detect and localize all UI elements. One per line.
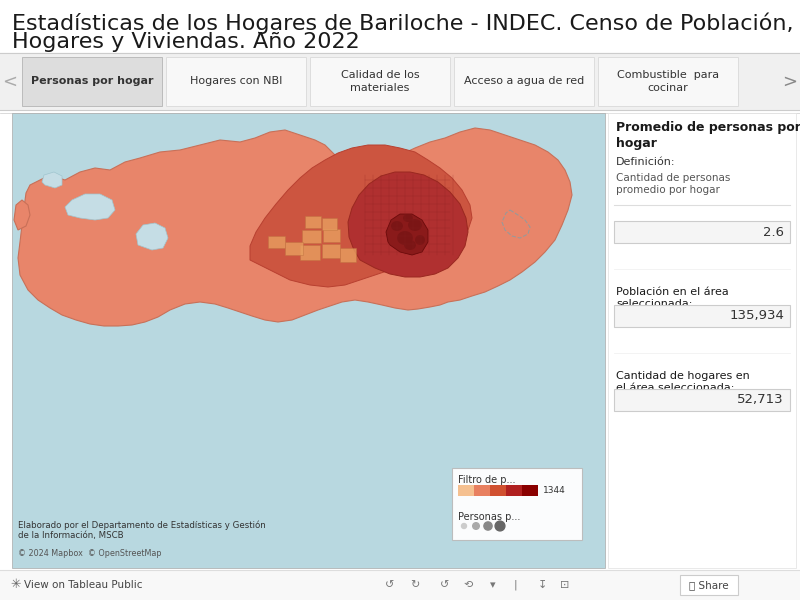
Polygon shape [502,210,530,238]
Ellipse shape [391,221,403,231]
Polygon shape [348,172,468,277]
Ellipse shape [397,231,413,245]
Polygon shape [250,145,472,287]
Bar [474,485,490,496]
Text: <: < [2,73,18,91]
Circle shape [484,522,492,530]
Text: © 2024 Mapbox  © OpenStreetMap: © 2024 Mapbox © OpenStreetMap [18,549,162,558]
Bar [458,485,474,496]
Text: 1344: 1344 [543,486,566,495]
Polygon shape [65,194,115,220]
Text: Acceso a agua de red: Acceso a agua de red [464,76,584,86]
Bar [598,57,738,106]
Bar [454,57,594,106]
Text: Elaborado por el Departamento de Estadísticas y Gestión
de la Información, MSCB: Elaborado por el Departamento de Estadís… [18,520,266,540]
Text: Promedio de personas por
hogar: Promedio de personas por hogar [616,121,800,150]
Text: ⊡: ⊡ [560,580,570,590]
Bar [522,485,538,496]
Text: Personas por hogar: Personas por hogar [616,221,724,231]
Bar [310,57,450,106]
Text: Calidad de los
materiales: Calidad de los materiales [341,70,419,92]
Bar [490,485,506,496]
Bar [0,570,800,600]
Text: Estadísticas de los Hogares de Bariloche - INDEC. Censo de Población,: Estadísticas de los Hogares de Bariloche… [12,12,794,34]
Text: ⟲: ⟲ [463,580,473,590]
Text: Hogares y Viviendas. Año 2022: Hogares y Viviendas. Año 2022 [12,32,360,52]
Bar [12,113,605,568]
Bar [268,236,285,248]
Text: Hogares con NBI: Hogares con NBI [190,76,282,86]
Bar [300,245,320,260]
Circle shape [495,521,505,531]
Bar [614,389,790,411]
Bar [166,57,306,106]
Bar [322,218,337,230]
Bar [614,221,790,243]
Polygon shape [136,223,168,250]
Ellipse shape [415,235,425,245]
Text: Personas p...: Personas p... [458,512,520,522]
Bar [0,53,800,110]
Polygon shape [386,214,428,255]
Bar [608,113,796,568]
Text: ▾: ▾ [490,580,496,590]
Text: Combustible  para
cocinar: Combustible para cocinar [617,70,719,92]
Text: ↻: ↻ [410,580,420,590]
Text: View on Tableau Public: View on Tableau Public [24,580,142,590]
Text: Personas por hogar: Personas por hogar [30,76,154,86]
Polygon shape [14,200,30,230]
Text: 52,713: 52,713 [738,394,784,407]
Ellipse shape [404,240,416,250]
Ellipse shape [403,214,413,222]
Bar [302,230,321,243]
Text: Cantidad de hogares en
el área seleccionada:: Cantidad de hogares en el área seleccion… [616,371,750,394]
Ellipse shape [408,219,422,231]
Polygon shape [42,172,62,188]
Bar [452,468,582,540]
Text: |: | [513,580,517,590]
Text: ↺: ↺ [386,580,394,590]
Text: 135,934: 135,934 [729,310,784,323]
Text: 2.6: 2.6 [763,226,784,238]
Text: ✳: ✳ [10,578,21,592]
Polygon shape [18,128,572,326]
Bar [285,242,303,255]
Bar [340,248,356,262]
Bar [323,229,340,242]
Circle shape [462,523,466,529]
Bar [506,485,522,496]
Text: ↧: ↧ [538,580,546,590]
Text: >: > [782,73,798,91]
Bar [322,244,340,258]
Bar [680,575,738,595]
Text: Cantidad de personas
promedio por hogar: Cantidad de personas promedio por hogar [616,173,730,196]
Bar [305,216,321,228]
Bar [614,305,790,327]
Text: Población en el área
seleccionada:: Población en el área seleccionada: [616,287,729,310]
Text: ⌲ Share: ⌲ Share [689,580,729,590]
Text: Filtro de p...: Filtro de p... [458,475,515,485]
Circle shape [473,523,479,529]
Text: ↺: ↺ [440,580,450,590]
Text: Definición:: Definición: [616,157,675,167]
Bar [22,57,162,106]
